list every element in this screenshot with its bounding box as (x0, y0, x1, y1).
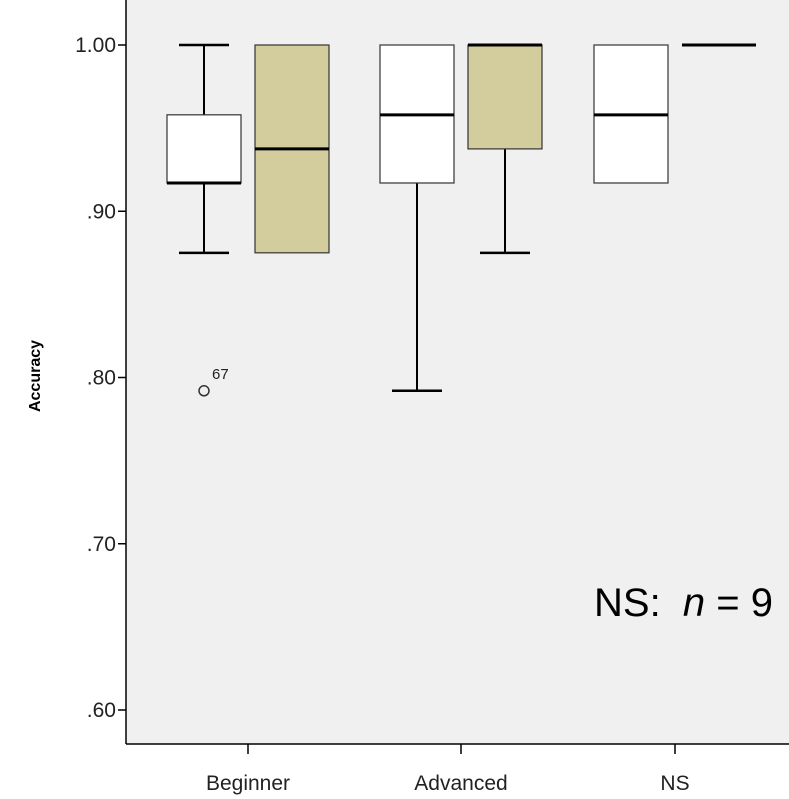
box-advanced-white (379, 44, 455, 393)
box-marks: 67 (166, 43, 756, 397)
annotation-prefix: NS: (594, 581, 683, 625)
y-axis-label: Accuracy (27, 340, 44, 412)
x-ticks: Beginner Advanced NS (206, 744, 690, 795)
box-ns-white (593, 44, 669, 184)
annotation-suffix: = 9 (705, 581, 773, 625)
y-tick-label: .70 (87, 533, 116, 556)
outlier-label: 67 (212, 366, 229, 383)
y-ticks: 1.00 .90 .80 .70 .60 (75, 34, 126, 722)
outlier-point (198, 385, 210, 397)
x-tick-label: NS (660, 772, 689, 795)
x-tick-label: Beginner (206, 772, 290, 795)
box-iqr (166, 114, 242, 184)
annotation-italic: n (683, 581, 705, 625)
box-beginner-white: 67 (166, 43, 242, 397)
y-tick-label: .90 (87, 200, 116, 223)
x-tick-label: Advanced (414, 772, 507, 795)
box-beginner-tan (254, 44, 330, 254)
y-tick-label: 1.00 (75, 34, 116, 57)
y-tick-label: .60 (87, 699, 116, 722)
sample-size-annotation: NS: n = 9 (594, 581, 773, 625)
y-tick-label: .80 (87, 367, 116, 390)
box-advanced-tan (467, 43, 543, 255)
box-iqr (467, 44, 543, 150)
